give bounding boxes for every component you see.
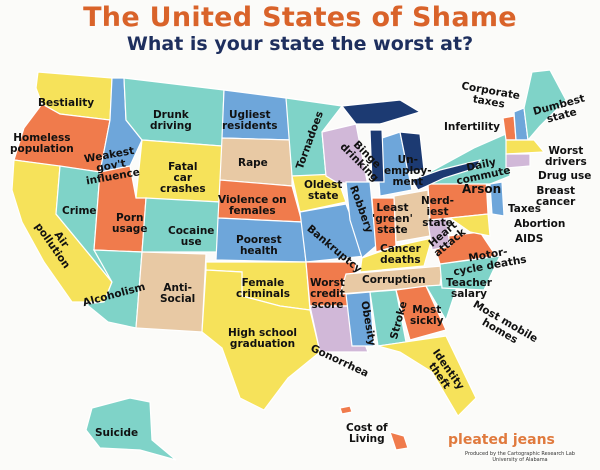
lake-michigan: [369, 129, 385, 183]
label-porn: Porn usage: [112, 212, 148, 235]
credit-text: Produced by the Cartographic Research La…: [465, 451, 575, 463]
label-least-green: Least 'green' state: [372, 202, 413, 236]
state-hi-islands: [339, 405, 353, 415]
lake-superior: [340, 99, 422, 125]
state-il: [345, 181, 377, 260]
state-ky: [359, 237, 433, 273]
label-infertility: Infertility: [444, 121, 500, 133]
label-abortion: Abortion: [514, 218, 566, 230]
label-suicide: Suicide: [95, 427, 139, 439]
label-hs-graduation: High school graduation: [228, 327, 298, 350]
state-md: [448, 213, 491, 237]
label-female-criminals: Female criminals: [236, 277, 290, 300]
page-subtitle: What is your state the worst at?: [126, 33, 474, 55]
label-arson: Arson: [462, 182, 502, 196]
label-breast-cancer: Breast cancer: [536, 185, 576, 208]
label-teacher-salary: Teacher salary: [446, 277, 492, 300]
label-anti-social: Anti- Social: [160, 282, 196, 305]
pleated-jeans-logo: pleated jeans: [448, 432, 555, 448]
lake-erie-ontario: [411, 159, 482, 191]
label-violence: Violence on females: [218, 194, 287, 217]
label-rape: Rape: [238, 157, 268, 169]
label-taxes: Taxes: [508, 203, 542, 215]
state-tx: [201, 269, 321, 411]
label-cost-of-living: Cost of Living: [346, 422, 388, 445]
label-drug-use: Drug use: [538, 170, 592, 182]
label-bestiality: Bestiality: [38, 97, 95, 109]
label-oldest: Oldest state: [304, 179, 343, 202]
label-fatal-crashes: Fatal car crashes: [160, 161, 206, 195]
label-worst-credit: Worst credit score: [310, 277, 345, 311]
label-unemployment: Un- employ- ment: [384, 154, 432, 188]
state-ms: [345, 291, 375, 347]
page-title: The United States of Shame: [83, 2, 517, 33]
label-cocaine: Cocaine use: [168, 225, 215, 248]
label-aids: AIDS: [515, 233, 544, 245]
label-ugliest: Ugliest residents: [222, 109, 278, 132]
label-cancer-deaths: Cancer deaths: [380, 243, 421, 266]
label-corruption: Corruption: [362, 274, 426, 286]
label-crime: Crime: [62, 205, 97, 217]
label-poorest-health: Poorest health: [236, 234, 282, 257]
state-ia: [291, 173, 347, 213]
state-ak: [85, 397, 177, 461]
lake-huron: [399, 131, 425, 173]
state-ga: [395, 285, 447, 341]
state-ma: [505, 139, 546, 155]
label-nerdiest: Nerd- iest state: [421, 195, 454, 229]
state-fl: [377, 335, 477, 417]
label-most-sickly: Most sickly: [410, 304, 444, 327]
label-drunk-driving: Drunk driving: [150, 109, 192, 132]
state-ri-ct: [505, 153, 531, 169]
state-nj: [489, 181, 505, 217]
label-homeless: Homeless population: [10, 132, 74, 155]
label-worst-drivers: Worst drivers: [545, 145, 587, 168]
state-hi: [389, 431, 409, 451]
